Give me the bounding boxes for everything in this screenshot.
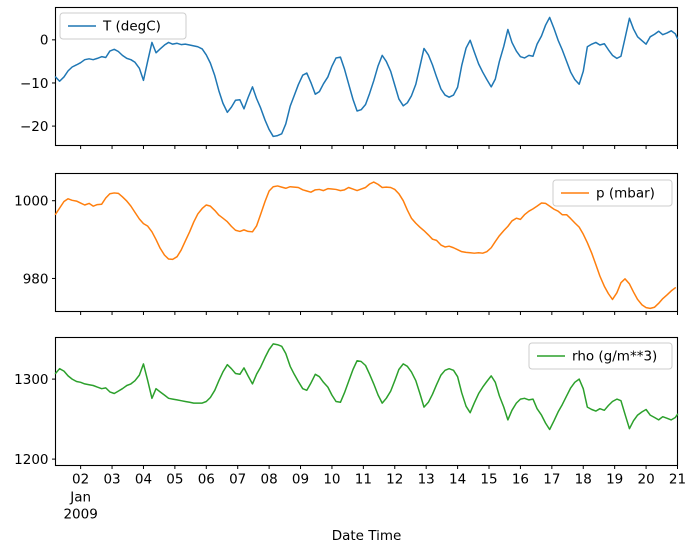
x-tick-label: 08	[261, 472, 278, 488]
x-tick-label: 14	[449, 472, 466, 488]
y-tick-label: 1000	[14, 194, 48, 210]
temperature-panel: 0 −10 −20 T (degC)	[20, 6, 679, 149]
density-panel: 1300 1200 rho (g/m**3)	[14, 336, 679, 469]
x-offset-label: Jan	[69, 490, 91, 506]
y-tick-label: 1300	[14, 372, 48, 388]
y-tick-label: 0	[40, 33, 49, 49]
legend-box	[59, 12, 187, 40]
x-tick-label: 20	[637, 472, 654, 488]
legend[interactable]: rho (g/m**3)	[528, 342, 673, 370]
x-tick-label: 09	[292, 472, 309, 488]
legend[interactable]: T (degC)	[59, 12, 187, 40]
x-tick-label: 06	[198, 472, 215, 488]
x-tick-label: 19	[606, 472, 623, 488]
x-tick-label: 21	[669, 472, 686, 488]
y-tick-label: 980	[23, 271, 49, 287]
legend-box	[528, 342, 673, 370]
data-line	[54, 181, 677, 310]
x-tick-label: 16	[512, 472, 529, 488]
x-tick-label: 02	[72, 472, 89, 488]
x-tick-label: 07	[229, 472, 246, 488]
y-tick-label: −20	[20, 119, 49, 135]
x-axis: 02 03 04 05 06 07 08 09 10 11 12 13 14 15 16 17 18 19 20 21…	[63, 472, 686, 545]
legend-box	[552, 179, 673, 207]
x-tick-label: 03	[103, 472, 120, 488]
x-tick-label: 11	[355, 472, 372, 488]
y-tick-label: 1200	[14, 452, 48, 468]
y-tick-label: −10	[20, 76, 49, 92]
pressure-panel: 1000 980 p (mbar)	[14, 172, 679, 315]
x-tick-label: 10	[323, 472, 340, 488]
legend-label: p (mbar)	[596, 186, 655, 202]
x-tick-label: 13	[418, 472, 435, 488]
x-tick-label: 17	[543, 472, 560, 488]
legend[interactable]: p (mbar)	[552, 179, 673, 207]
legend-label: T (degC)	[102, 19, 161, 35]
data-line	[54, 16, 679, 138]
x-offset-label: 2009	[63, 507, 97, 523]
x-tick-label: 18	[575, 472, 592, 488]
x-tick-label: 12	[386, 472, 403, 488]
x-tick-label: 05	[166, 472, 183, 488]
x-tick-label: 04	[135, 472, 152, 488]
legend-label: rho (g/m**3)	[572, 349, 657, 365]
x-axis-label: Date Time	[332, 528, 402, 544]
x-tick-label: 15	[480, 472, 497, 488]
data-line	[54, 343, 679, 431]
